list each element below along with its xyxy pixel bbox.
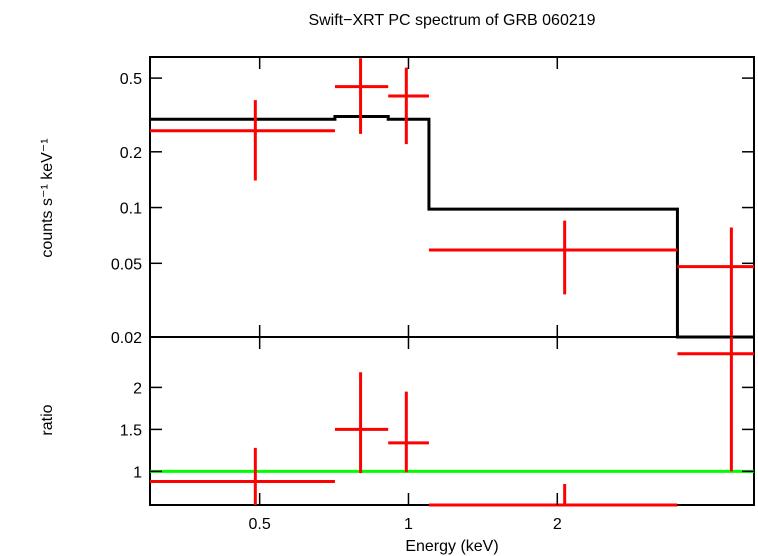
- spectrum-ytick-label-4: 0.02: [111, 330, 142, 347]
- model-histogram: [150, 115, 754, 339]
- ratio-ytick-label-2: 2: [133, 380, 142, 397]
- spectrum-frame: [149, 56, 755, 338]
- ratio-ytick-label-1: 1.5: [120, 422, 142, 439]
- plot-area: 0.5 0.2 0.1 0.05 0.02 1 1.5 2 0.5 1 2: [111, 56, 755, 533]
- x-axis-label: Energy (keV): [405, 538, 498, 555]
- xtick-label-0: 0.5: [249, 516, 271, 533]
- ratio-frame: [149, 336, 755, 506]
- chart-title: Swift−XRT PC spectrum of GRB 060219: [308, 12, 595, 29]
- ratio-ytick-label-0: 1: [133, 464, 142, 481]
- spectrum-y-axis-label: counts s⁻¹ keV⁻¹: [39, 138, 56, 257]
- spectrum-ytick-label-2: 0.1: [120, 201, 142, 218]
- spectrum-ytick-label-1: 0.2: [120, 145, 142, 162]
- xtick-label-1: 1: [404, 516, 413, 533]
- xtick-label-2: 2: [553, 516, 562, 533]
- ratio-y-axis-label: ratio: [39, 404, 56, 435]
- spectrum-ytick-label-0: 0.5: [120, 71, 142, 88]
- spectrum-ytick-label-3: 0.05: [111, 256, 142, 273]
